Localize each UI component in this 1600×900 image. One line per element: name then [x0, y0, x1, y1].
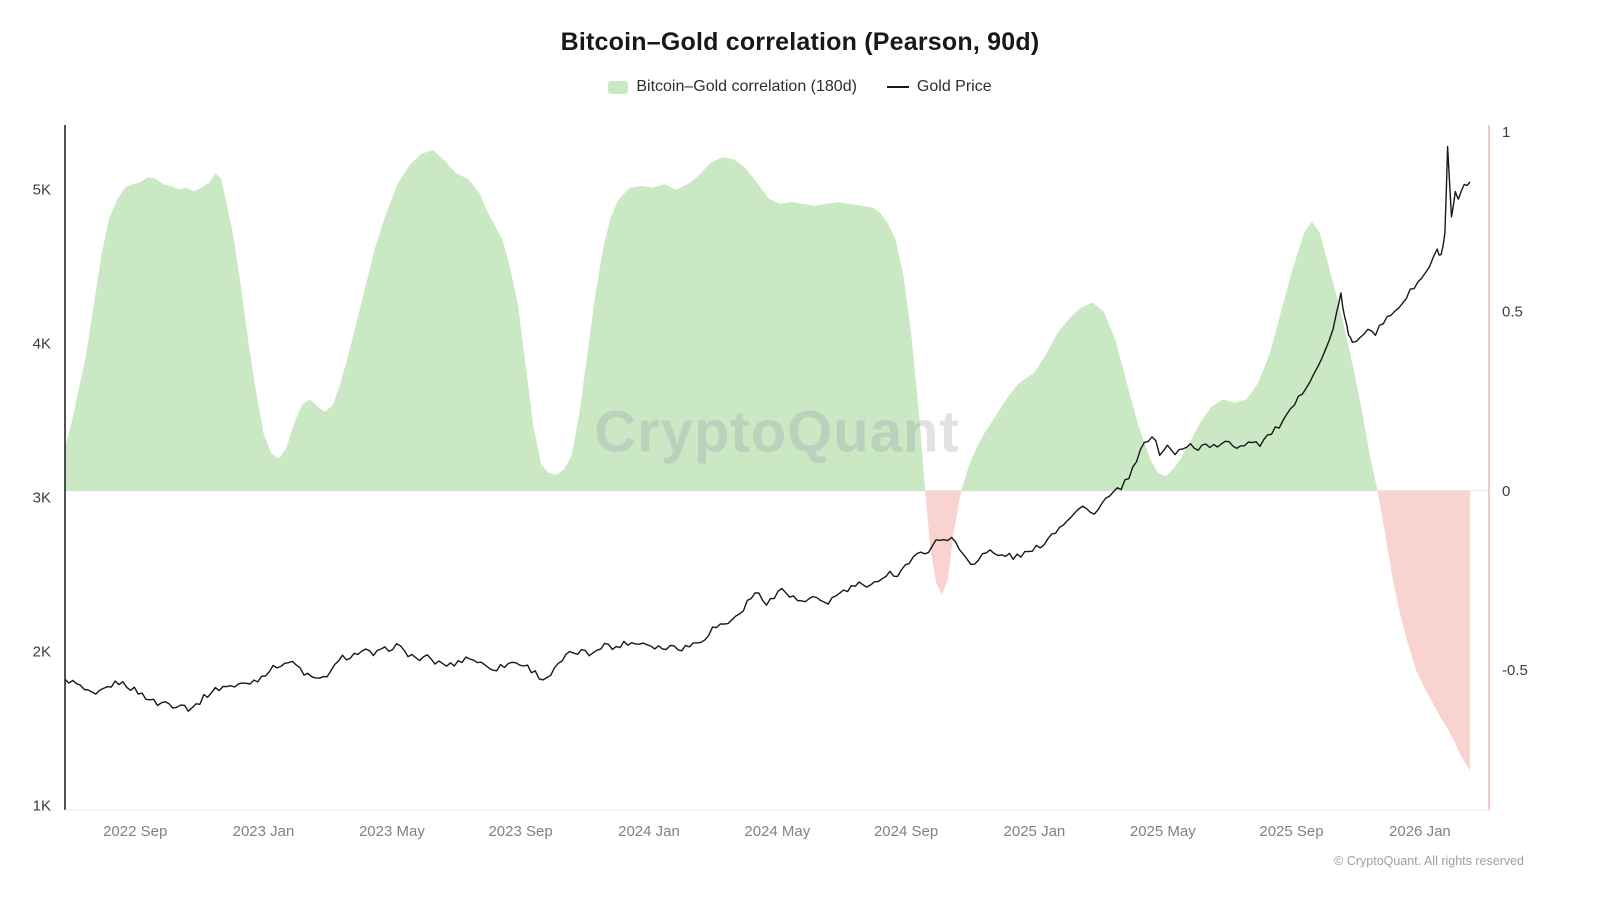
- x-tick-label: 2026 Jan: [1389, 823, 1451, 840]
- legend-item-correlation[interactable]: Bitcoin–Gold correlation (180d): [608, 78, 857, 96]
- x-tick-label: 2025 May: [1130, 823, 1196, 840]
- x-tick-label: 2023 Sep: [488, 823, 552, 840]
- right-axis-tick-label: 0: [1502, 483, 1510, 500]
- right-axis-tick-label: -0.5: [1502, 662, 1528, 679]
- x-tick-label: 2024 Sep: [874, 823, 938, 840]
- chart-legend: Bitcoin–Gold correlation (180d) Gold Pri…: [0, 78, 1600, 96]
- chart-title: Bitcoin–Gold correlation (Pearson, 90d): [560, 28, 1040, 56]
- legend-item-gold-price[interactable]: Gold Price: [886, 78, 992, 96]
- legend-label-gold-price: Gold Price: [916, 78, 992, 95]
- x-tick-label: 2025 Jan: [1004, 823, 1066, 840]
- right-axis-tick-label: 0.5: [1502, 304, 1523, 321]
- legend-label-correlation: Bitcoin–Gold correlation (180d): [636, 78, 857, 95]
- x-tick-label: 2024 May: [744, 823, 810, 840]
- copyright-note: © CryptoQuant. All rights reserved: [1334, 854, 1524, 868]
- right-axis-tick-label: 1: [1502, 124, 1510, 141]
- correlation-area-negative: [925, 490, 1470, 771]
- correlation-area-positive: [65, 150, 1470, 491]
- x-tick-label: 2025 Sep: [1259, 823, 1323, 840]
- left-axis-tick-label: 3K: [33, 490, 51, 507]
- x-tick-label: 2022 Sep: [103, 823, 167, 840]
- left-axis-tick-label: 5K: [33, 182, 51, 199]
- x-tick-label: 2023 May: [359, 823, 425, 840]
- left-axis-tick-label: 2K: [33, 643, 51, 660]
- plot-area[interactable]: [65, 125, 1480, 810]
- gold-price-line: [64, 145, 1471, 712]
- x-tick-label: 2023 Jan: [233, 823, 295, 840]
- x-tick-label: 2024 Jan: [618, 823, 680, 840]
- left-axis-tick-label: 4K: [33, 336, 51, 353]
- correlation-area-swatch-icon: [608, 80, 629, 94]
- left-axis-tick-label: 1K: [33, 797, 51, 814]
- gold-line-swatch-icon: [886, 86, 909, 88]
